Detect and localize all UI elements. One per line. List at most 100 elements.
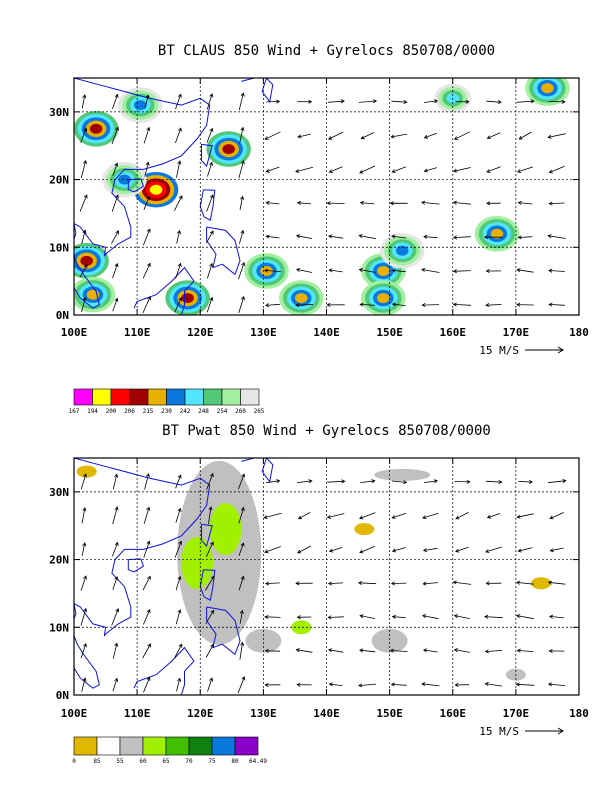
wind-vector <box>452 167 471 173</box>
wind-vector <box>359 614 376 619</box>
wind-vector <box>264 614 281 619</box>
wind-vector <box>515 682 535 687</box>
wind-vector <box>296 200 312 205</box>
wind-vector <box>485 269 502 274</box>
x-tick-label: 100E <box>61 326 88 339</box>
wind-vector <box>111 126 119 145</box>
wind-vector <box>391 302 406 307</box>
wind-vector <box>205 230 214 244</box>
wind-vector <box>455 99 470 104</box>
wind-vector <box>237 676 246 693</box>
wind-vector <box>422 512 439 520</box>
wind-vector <box>80 607 88 626</box>
wind-vector <box>112 297 119 312</box>
wind-vector <box>175 127 182 144</box>
colorbar-swatch <box>147 388 167 406</box>
wind-vector <box>238 261 246 280</box>
wind-vector <box>485 581 502 586</box>
coastline <box>74 78 211 257</box>
colorbar-swatch <box>166 388 186 406</box>
wind-vector <box>421 200 440 205</box>
wind-vector <box>81 542 87 556</box>
coastline <box>133 266 195 315</box>
field-contour <box>209 503 242 556</box>
wind-vector <box>390 581 407 586</box>
wind-vector <box>517 235 533 240</box>
wind-vector <box>143 676 151 693</box>
wind-vector <box>264 131 281 140</box>
wind-vector <box>176 229 181 244</box>
y-tick-label: 30N <box>49 106 69 119</box>
wind-vector <box>455 512 469 520</box>
field-feature <box>102 161 147 198</box>
colorbar-swatch <box>234 736 259 756</box>
wind-vector <box>423 479 439 484</box>
wind-vector <box>391 99 408 105</box>
field-contour <box>118 174 131 185</box>
coastline <box>127 178 145 193</box>
coastline <box>201 523 213 547</box>
wind-vector <box>548 165 565 174</box>
wind-vector <box>547 580 566 585</box>
field-feature <box>165 280 210 315</box>
wind-vector <box>485 546 502 553</box>
wind-vector <box>112 642 119 659</box>
field-contour <box>222 144 235 155</box>
plot-content <box>74 78 579 315</box>
coastline <box>261 78 274 103</box>
wind-vector <box>264 303 280 308</box>
field-contour <box>377 265 390 276</box>
wind-vector <box>143 608 151 625</box>
wind-vector <box>206 472 214 490</box>
wind-vector <box>422 648 438 653</box>
wind-vector <box>238 575 245 591</box>
coastline <box>127 558 145 573</box>
wind-vector <box>389 201 408 206</box>
wind-vector <box>206 93 214 110</box>
wind-vector <box>266 479 281 484</box>
wind-vector <box>358 268 376 273</box>
field-feature <box>354 523 375 536</box>
wind-vector <box>264 581 280 586</box>
wind-vector <box>80 473 87 490</box>
wind-vector <box>174 540 183 558</box>
wind-vector <box>144 94 150 109</box>
wind-vector <box>208 506 213 525</box>
wind-vector <box>452 580 472 585</box>
wind-vector <box>517 547 533 553</box>
wind-vector <box>360 479 376 484</box>
wind-vector <box>549 512 564 520</box>
wind-vector <box>175 609 182 625</box>
field-feature <box>474 215 520 252</box>
wind-vector <box>391 234 407 239</box>
wind-vector <box>80 575 87 591</box>
field-contour <box>295 293 308 304</box>
colorbar-label: 254 <box>217 408 228 415</box>
field-feature <box>74 110 119 147</box>
field-contour <box>260 265 273 276</box>
wind-vector <box>484 614 503 619</box>
wind-vector <box>454 682 470 687</box>
wind-vector <box>326 302 345 307</box>
wind-vector <box>296 682 312 687</box>
wind-vector <box>518 479 534 484</box>
wind-vector <box>360 132 374 140</box>
wind-vector <box>547 682 566 687</box>
wind-vector <box>297 512 311 520</box>
colorbar-swatch <box>129 388 149 406</box>
wind-vector <box>205 609 215 625</box>
wind-vector <box>144 473 150 490</box>
wind-vector <box>423 99 439 104</box>
x-tick-label: 170E <box>503 326 530 339</box>
field-contour <box>541 83 554 94</box>
y-tick-label: 30N <box>49 486 69 499</box>
field-contour <box>374 468 431 481</box>
colorbar-label: 64.49 <box>249 758 267 765</box>
reference-vector-label: 15 M/S <box>479 725 519 738</box>
wind-vector <box>176 677 182 692</box>
wind-vector <box>423 234 438 239</box>
wind-vector <box>548 201 565 206</box>
colorbar-label: 0 <box>72 758 76 765</box>
wind-vector <box>207 262 214 279</box>
y-tick-label: 10N <box>49 241 69 254</box>
